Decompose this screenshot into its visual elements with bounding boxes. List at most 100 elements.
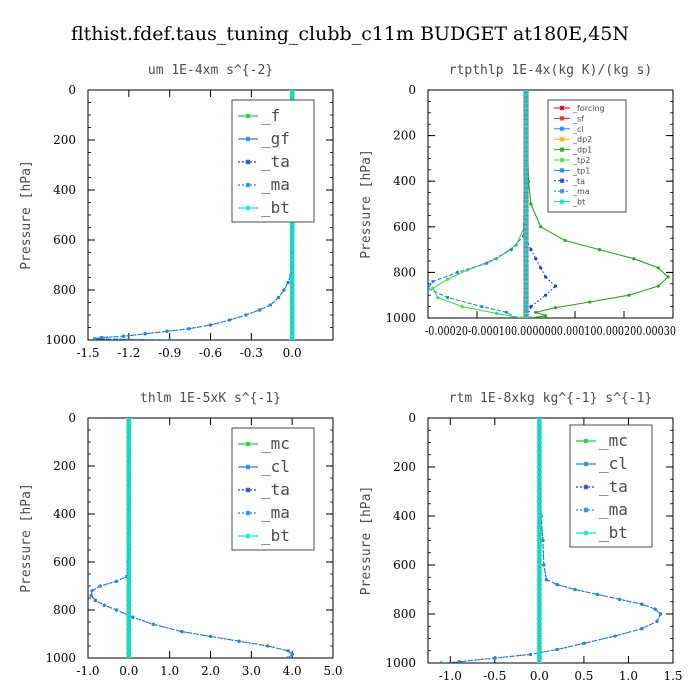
- y-tick-label: 200: [393, 129, 416, 143]
- y-tick-label: 400: [393, 509, 416, 523]
- data-point: [597, 248, 602, 252]
- x-tick-label: 0.0: [119, 664, 138, 678]
- x-tick-label: -0.6: [199, 346, 222, 360]
- data-point: [655, 619, 659, 623]
- y-tick-label: 0: [68, 411, 76, 425]
- data-point: [180, 630, 184, 634]
- legend-label: _sf: [572, 114, 584, 123]
- data-point: [523, 183, 529, 189]
- x-tick-label: 1.0: [619, 669, 638, 683]
- data-point: [126, 516, 132, 522]
- x-tick-label: -0.5: [483, 669, 506, 683]
- data-point: [126, 578, 132, 584]
- legend-label: _gf: [261, 129, 290, 148]
- data-point: [289, 292, 295, 298]
- data-point: [289, 302, 295, 308]
- data-point: [559, 157, 565, 163]
- data-point: [536, 464, 542, 470]
- data-point: [559, 115, 565, 121]
- data-point: [523, 96, 529, 102]
- data-point: [126, 458, 132, 464]
- data-point: [245, 136, 251, 142]
- data-point: [523, 151, 529, 157]
- data-point: [536, 513, 542, 519]
- y-tick-label: 800: [393, 607, 416, 621]
- data-point: [523, 110, 529, 116]
- y-axis-label: Pressure [hPa]: [19, 483, 34, 593]
- legend-label: _ta: [599, 477, 628, 496]
- data-point: [536, 493, 542, 499]
- data-point: [534, 310, 538, 314]
- data-point: [126, 521, 132, 527]
- data-point: [90, 589, 94, 593]
- data-point: [245, 464, 251, 470]
- data-point: [257, 308, 262, 312]
- data-point: [289, 312, 295, 318]
- y-tick-label: 400: [53, 183, 76, 197]
- y-tick-label: 200: [393, 460, 416, 474]
- data-point: [446, 277, 450, 281]
- data-point: [559, 199, 565, 205]
- data-point: [93, 337, 97, 340]
- y-tick-label: 800: [53, 603, 76, 617]
- data-point: [289, 252, 295, 258]
- data-point: [523, 123, 529, 129]
- data-point: [523, 251, 529, 257]
- data-point: [114, 579, 119, 583]
- legend-label: _cl: [261, 457, 290, 476]
- data-point: [289, 92, 295, 98]
- data-point: [539, 225, 543, 229]
- panel-um: um 1E-4xm s^{-2} Pressure [hPa] 0 200 400 600…: [19, 63, 334, 360]
- data-point: [523, 260, 529, 266]
- data-point: [523, 160, 529, 166]
- data-point: [523, 92, 529, 98]
- data-point: [536, 636, 542, 641]
- legend-label: _dp1: [572, 146, 592, 155]
- data-point: [536, 489, 542, 494]
- data-point: [536, 430, 542, 436]
- data-point: [523, 219, 529, 225]
- data-point: [559, 126, 565, 132]
- data-point: [536, 484, 542, 490]
- data-point: [523, 105, 529, 111]
- legend-label: _cl: [572, 125, 584, 134]
- data-point: [126, 612, 132, 618]
- data-point: [559, 167, 565, 173]
- x-tick-label: -0.3: [240, 346, 263, 360]
- data-point: [121, 334, 125, 338]
- data-point: [126, 545, 132, 551]
- data-point: [126, 655, 132, 658]
- data-point: [541, 538, 545, 543]
- data-point: [523, 210, 529, 216]
- legend-label: _tp1: [572, 166, 590, 175]
- legend-label: _dp2: [572, 135, 592, 144]
- data-point: [245, 487, 251, 493]
- data-point: [640, 602, 644, 606]
- data-point: [555, 583, 559, 587]
- data-point: [536, 606, 542, 612]
- data-point: [89, 594, 93, 598]
- data-point: [523, 256, 529, 262]
- data-point: [514, 316, 518, 318]
- data-point: [289, 237, 295, 243]
- data-point: [523, 224, 529, 230]
- data-point: [523, 128, 529, 134]
- data-point: [536, 616, 542, 622]
- y-tick-label: 1000: [385, 656, 416, 670]
- data-point: [126, 449, 132, 455]
- data-point: [100, 335, 104, 340]
- legend: _mc _cl _ta _ma _bt: [231, 427, 315, 551]
- data-point: [523, 233, 529, 239]
- y-tick-label: 800: [53, 283, 76, 297]
- legend-label: _forcing: [572, 104, 605, 113]
- data-point: [245, 113, 251, 119]
- data-point: [519, 316, 523, 318]
- data-point: [282, 288, 286, 292]
- data-point: [485, 261, 489, 265]
- data-point: [656, 266, 660, 270]
- x-tick-label: 2.0: [201, 664, 220, 678]
- data-point: [536, 518, 542, 524]
- data-point: [536, 572, 542, 578]
- data-point: [536, 547, 542, 553]
